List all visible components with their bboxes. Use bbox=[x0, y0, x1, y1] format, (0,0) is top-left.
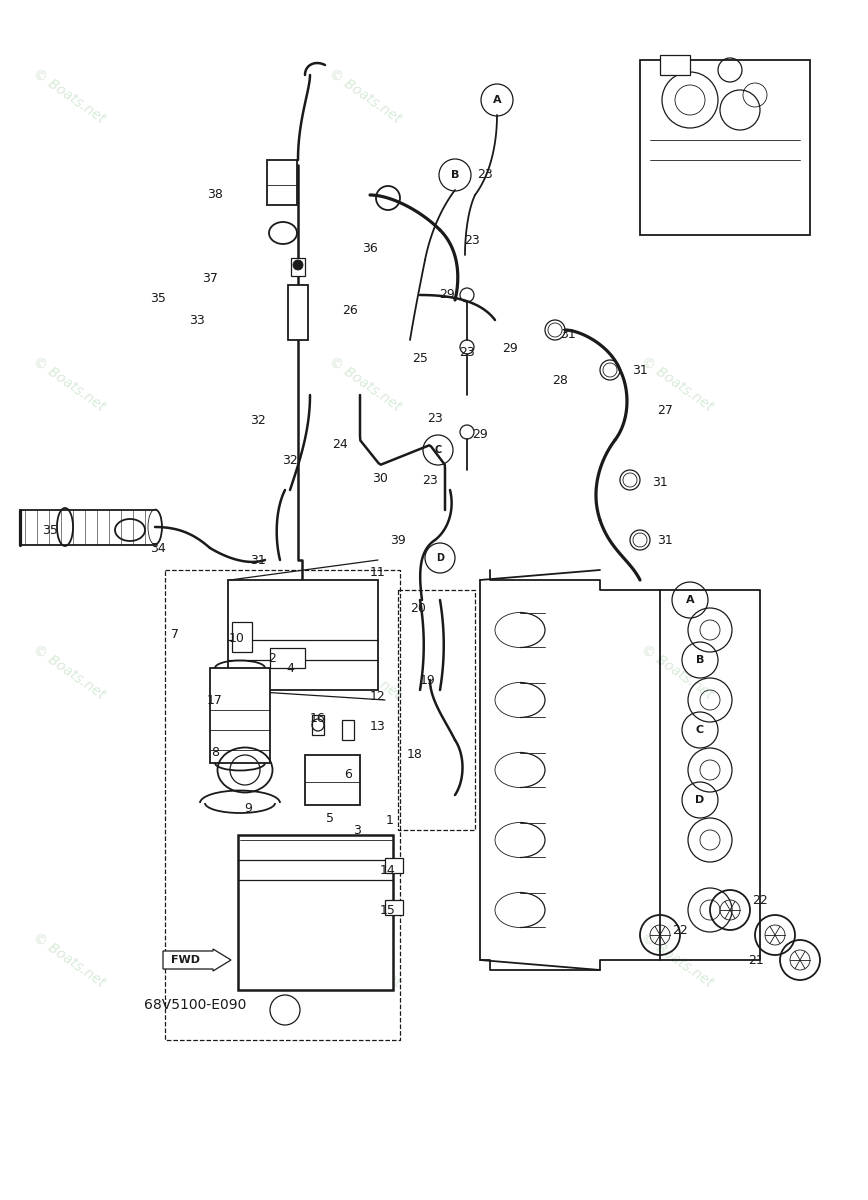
Text: 23: 23 bbox=[427, 412, 443, 425]
Text: © Boats.net: © Boats.net bbox=[30, 354, 108, 414]
Bar bbox=[385, 900, 403, 914]
Text: 32: 32 bbox=[282, 454, 298, 467]
Text: © Boats.net: © Boats.net bbox=[30, 930, 108, 990]
Bar bbox=[288, 284, 308, 340]
Text: 30: 30 bbox=[372, 472, 388, 485]
Text: 19: 19 bbox=[420, 673, 436, 686]
Bar bbox=[210, 668, 270, 763]
Bar bbox=[270, 648, 305, 668]
Text: 9: 9 bbox=[244, 802, 252, 815]
Text: 23: 23 bbox=[422, 474, 437, 486]
Text: 8: 8 bbox=[211, 746, 219, 760]
Text: 23: 23 bbox=[464, 234, 480, 246]
Text: 15: 15 bbox=[380, 904, 396, 917]
Text: 33: 33 bbox=[189, 313, 205, 326]
Text: 31: 31 bbox=[652, 475, 667, 488]
Text: 32: 32 bbox=[250, 414, 266, 426]
Text: 7: 7 bbox=[171, 628, 179, 641]
Text: D: D bbox=[695, 794, 705, 805]
Text: 4: 4 bbox=[286, 661, 294, 674]
Circle shape bbox=[293, 260, 303, 270]
Text: 68V5100-E090: 68V5100-E090 bbox=[144, 998, 247, 1012]
Text: 24: 24 bbox=[332, 438, 348, 451]
Bar bbox=[385, 858, 403, 874]
Text: 29: 29 bbox=[472, 428, 488, 442]
Text: 35: 35 bbox=[42, 523, 58, 536]
Text: 13: 13 bbox=[370, 720, 386, 733]
Text: 28: 28 bbox=[552, 373, 568, 386]
Text: 38: 38 bbox=[207, 188, 223, 202]
Text: 26: 26 bbox=[342, 304, 358, 317]
Text: B: B bbox=[696, 655, 704, 665]
Text: 31: 31 bbox=[560, 329, 575, 342]
Text: © Boats.net: © Boats.net bbox=[638, 354, 716, 414]
Text: © Boats.net: © Boats.net bbox=[638, 66, 716, 126]
Text: C: C bbox=[434, 445, 442, 455]
Text: 31: 31 bbox=[250, 553, 266, 566]
Text: 23: 23 bbox=[459, 346, 475, 359]
Text: 29: 29 bbox=[439, 288, 455, 301]
Bar bbox=[312, 715, 324, 734]
Text: C: C bbox=[696, 725, 704, 734]
Text: 18: 18 bbox=[407, 749, 423, 762]
Bar bbox=[228, 580, 378, 690]
Text: B: B bbox=[450, 170, 459, 180]
Text: 22: 22 bbox=[672, 924, 687, 936]
Bar bbox=[660, 55, 690, 74]
Text: A: A bbox=[686, 595, 694, 605]
Text: 27: 27 bbox=[657, 403, 673, 416]
Bar bbox=[267, 160, 297, 205]
Text: 25: 25 bbox=[412, 352, 428, 365]
Text: 3: 3 bbox=[353, 823, 361, 836]
Text: 2: 2 bbox=[268, 652, 276, 665]
Text: 21: 21 bbox=[748, 954, 764, 966]
Text: 31: 31 bbox=[632, 364, 648, 377]
Text: © Boats.net: © Boats.net bbox=[326, 930, 404, 990]
Text: © Boats.net: © Boats.net bbox=[326, 642, 404, 702]
Text: 12: 12 bbox=[370, 690, 386, 703]
Text: 6: 6 bbox=[344, 768, 352, 781]
Text: 31: 31 bbox=[657, 534, 673, 546]
Bar bbox=[232, 622, 252, 652]
Bar bbox=[238, 835, 393, 990]
Bar bbox=[291, 258, 305, 276]
Text: 22: 22 bbox=[753, 894, 768, 906]
Text: © Boats.net: © Boats.net bbox=[326, 354, 404, 414]
Text: 29: 29 bbox=[502, 342, 518, 354]
Text: 34: 34 bbox=[150, 541, 166, 554]
Text: 35: 35 bbox=[150, 292, 166, 305]
Bar bbox=[305, 755, 360, 805]
Bar bbox=[640, 60, 810, 235]
Text: 16: 16 bbox=[310, 712, 326, 725]
Text: © Boats.net: © Boats.net bbox=[30, 66, 108, 126]
Text: 20: 20 bbox=[410, 601, 426, 614]
Text: © Boats.net: © Boats.net bbox=[30, 642, 108, 702]
Text: 36: 36 bbox=[362, 241, 378, 254]
Text: 11: 11 bbox=[370, 565, 386, 578]
Text: © Boats.net: © Boats.net bbox=[326, 66, 404, 126]
Text: 37: 37 bbox=[202, 271, 218, 284]
FancyArrow shape bbox=[163, 949, 231, 971]
Text: © Boats.net: © Boats.net bbox=[638, 642, 716, 702]
Text: D: D bbox=[436, 553, 444, 563]
Text: 14: 14 bbox=[380, 864, 396, 876]
Text: 23: 23 bbox=[477, 168, 493, 181]
Text: FWD: FWD bbox=[170, 955, 200, 965]
Text: 5: 5 bbox=[326, 811, 334, 824]
Bar bbox=[342, 720, 354, 740]
Text: 1: 1 bbox=[386, 814, 394, 827]
Text: A: A bbox=[493, 95, 502, 104]
Text: 39: 39 bbox=[390, 534, 406, 546]
Text: © Boats.net: © Boats.net bbox=[638, 930, 716, 990]
Text: 17: 17 bbox=[207, 694, 223, 707]
Text: 10: 10 bbox=[229, 631, 245, 644]
